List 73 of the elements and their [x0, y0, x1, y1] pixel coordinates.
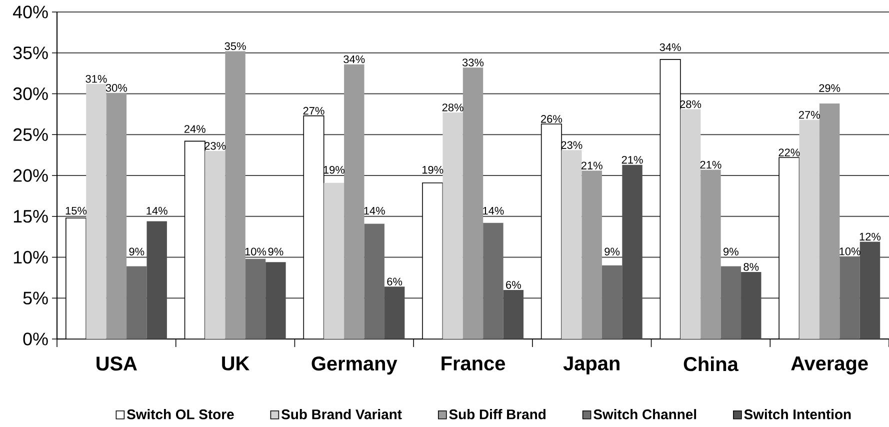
data-label: 28% — [442, 104, 464, 112]
bar — [442, 112, 463, 339]
bar — [245, 258, 266, 339]
data-label: 6% — [506, 281, 521, 289]
bar — [126, 266, 147, 339]
bar — [483, 222, 504, 339]
bar — [324, 182, 344, 339]
data-label: 21% — [581, 162, 602, 170]
x-tick-label: Japan — [563, 356, 620, 374]
data-label: 14% — [146, 206, 168, 215]
data-label: 21% — [622, 156, 643, 164]
data-label: 6% — [387, 278, 402, 286]
data-label: 34% — [660, 43, 681, 52]
data-label: 35% — [224, 42, 246, 50]
y-tick-label: 35% — [13, 46, 48, 60]
data-label: 31% — [86, 74, 107, 83]
y-tick-label: 5% — [23, 292, 48, 304]
data-label: 27% — [303, 106, 324, 115]
bar — [86, 84, 106, 339]
data-label: 8% — [744, 263, 759, 271]
data-label: 14% — [364, 206, 385, 215]
data-label: 21% — [700, 160, 722, 169]
data-label: 12% — [860, 232, 881, 241]
legend-label: Switch OL Store — [126, 409, 234, 420]
bar — [819, 104, 840, 339]
legend-label: Switch Channel — [594, 409, 696, 420]
y-tick-label: 10% — [14, 250, 48, 264]
bar — [680, 109, 701, 339]
data-label: 14% — [483, 206, 504, 215]
data-label: 9% — [724, 248, 738, 256]
x-tick-label: France — [442, 356, 505, 370]
bar — [602, 265, 622, 339]
y-tick-label: 25% — [13, 128, 48, 141]
legend-label: Sub Brand Variant — [281, 409, 402, 420]
data-label: 29% — [819, 84, 840, 92]
y-tick-label: 15% — [14, 210, 48, 223]
data-label: 27% — [798, 111, 820, 119]
bar — [840, 256, 860, 339]
bar — [720, 266, 742, 339]
bar — [562, 150, 582, 339]
bar — [106, 92, 127, 339]
data-label: 34% — [344, 55, 365, 64]
data-label: 19% — [324, 166, 345, 174]
data-label: 33% — [462, 58, 484, 66]
bar — [799, 120, 820, 339]
data-label: 22% — [778, 148, 800, 156]
x-tick-label: Average — [791, 356, 868, 374]
x-tick-label: China — [684, 356, 739, 372]
legend-label: Switch Intention — [744, 409, 851, 420]
legend-label: Sub Diff Brand — [449, 409, 546, 420]
data-label: 9% — [604, 248, 620, 256]
data-label: 30% — [106, 84, 127, 92]
bar — [582, 170, 602, 339]
y-tick-label: 0% — [23, 332, 48, 346]
x-tick-label: Germany — [312, 356, 398, 375]
bar — [344, 64, 364, 339]
y-tick-label: 30% — [13, 87, 48, 100]
data-label: 24% — [184, 125, 206, 133]
bar — [204, 150, 226, 339]
bar — [462, 68, 484, 339]
bar — [700, 170, 721, 339]
x-tick-label: USA — [96, 356, 137, 371]
data-label: 26% — [541, 115, 562, 123]
y-tick-label: 40% — [12, 6, 48, 18]
x-tick-label: UK — [222, 356, 250, 370]
data-label: 9% — [129, 248, 144, 256]
y-tick-label: 20% — [13, 169, 48, 182]
data-label: 19% — [422, 166, 444, 174]
data-label: 9% — [268, 248, 284, 256]
data-label: 10% — [245, 248, 266, 256]
bar — [364, 224, 384, 339]
data-label: 15% — [66, 206, 87, 215]
bar — [225, 51, 246, 339]
